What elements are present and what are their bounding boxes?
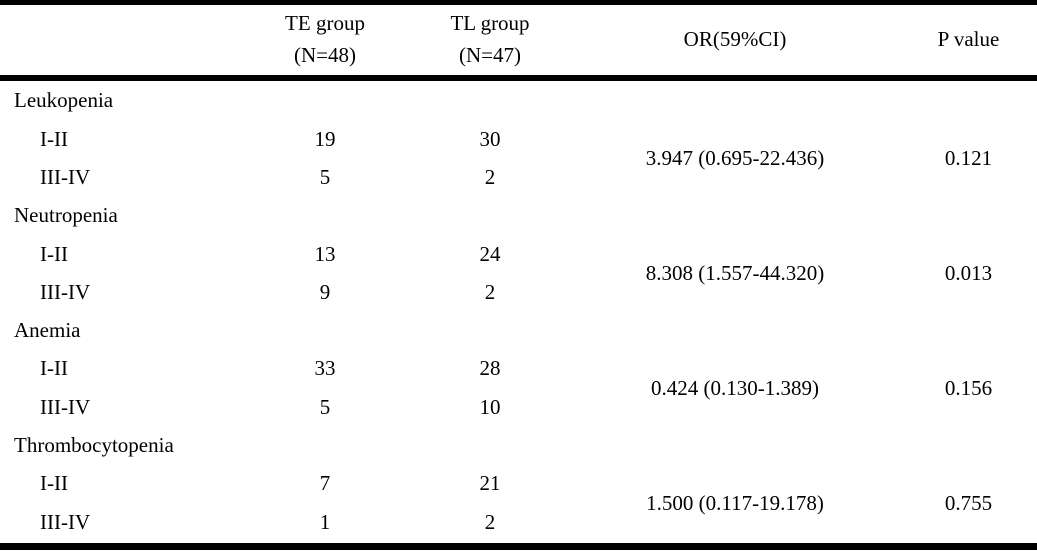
tl-count: 2 (484, 165, 496, 190)
section-row-anemia: Anemia (0, 312, 1037, 350)
grade-row: III-IV 1 2 (0, 503, 1037, 547)
te-group-title: TE group (285, 11, 365, 36)
tl-count: 30 (479, 126, 501, 151)
grade-label: I-II (40, 356, 68, 381)
grade-label: III-IV (40, 394, 91, 419)
p-value: 0.755 (944, 491, 993, 516)
or-value: 3.947 (0.695-22.436) (645, 146, 825, 171)
grade-row: III-IV 5 10 (0, 388, 1037, 426)
tl-count: 10 (479, 394, 501, 419)
header-row: TE group (N=48) TL group (N=47) OR(59%CI… (0, 3, 1037, 78)
section-row-thrombocytopenia: Thrombocytopenia (0, 426, 1037, 464)
col-header-or: OR(59%CI) (683, 27, 787, 52)
te-count: 33 (314, 356, 336, 381)
tl-count: 24 (479, 241, 501, 266)
grade-label: I-II (40, 241, 68, 266)
col-header-te-group: TE group (N=48) (240, 3, 410, 78)
tl-group-n: (N=47) (459, 42, 521, 67)
col-header-blank (0, 3, 240, 78)
grade-label: III-IV (40, 510, 91, 535)
tl-group-title: TL group (450, 11, 530, 36)
col-header-p-value: P value (937, 27, 1000, 52)
or-value: 1.500 (0.117-19.178) (646, 491, 824, 516)
tl-count: 2 (484, 510, 496, 535)
or-value: 8.308 (1.557-44.320) (645, 260, 825, 285)
grade-row: I-II 7 21 1.500 (0.117-19.178) 0.755 (0, 465, 1037, 515)
section-label: Anemia (14, 318, 81, 343)
grade-row: I-II 19 30 3.947 (0.695-22.436) 0.121 (0, 120, 1037, 170)
p-value: 0.121 (944, 146, 993, 171)
te-count: 19 (314, 126, 336, 151)
te-count: 13 (314, 241, 336, 266)
or-value: 0.424 (0.130-1.389) (651, 375, 819, 400)
grade-label: III-IV (40, 165, 91, 190)
tl-count: 21 (479, 471, 501, 496)
te-count: 5 (319, 165, 331, 190)
tl-count: 28 (479, 356, 501, 381)
p-value: 0.013 (944, 260, 993, 285)
grade-row: III-IV 5 2 (0, 159, 1037, 197)
grade-label: I-II (40, 126, 68, 151)
tl-count: 2 (484, 279, 496, 304)
te-count: 5 (319, 394, 331, 419)
section-row-leukopenia: Leukopenia (0, 78, 1037, 121)
grade-label: III-IV (40, 279, 91, 304)
grade-row: I-II 33 28 0.424 (0.130-1.389) 0.156 (0, 350, 1037, 399)
te-group-n: (N=48) (294, 42, 356, 67)
te-count: 7 (319, 471, 331, 496)
section-label: Neutropenia (14, 203, 118, 228)
te-count: 1 (319, 510, 331, 535)
grade-row: III-IV 9 2 (0, 273, 1037, 311)
te-count: 9 (319, 279, 331, 304)
p-value: 0.156 (944, 375, 993, 400)
col-header-tl-group: TL group (N=47) (410, 3, 570, 78)
section-label: Thrombocytopenia (14, 432, 174, 457)
section-label: Leukopenia (14, 87, 114, 112)
grade-label: I-II (40, 471, 68, 496)
section-row-neutropenia: Neutropenia (0, 197, 1037, 235)
grade-row: I-II 13 24 8.308 (1.557-44.320) 0.013 (0, 235, 1037, 285)
